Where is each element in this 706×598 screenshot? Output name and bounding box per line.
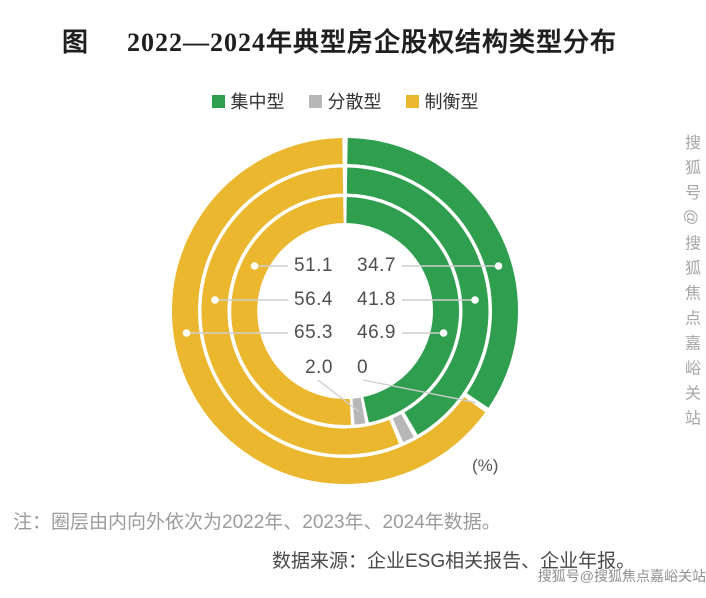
legend-swatch-concentrated [211, 94, 225, 108]
ring-segment-2024年-集中型 [347, 138, 518, 408]
leader-line [362, 379, 477, 404]
legend-label: 分散型 [327, 92, 382, 112]
watermark-vertical: 搜狐号@搜狐焦点嘉峪关站 [682, 134, 699, 435]
note-text: 注：圈层由内向外依次为2022年、2023年、2024年数据。 [13, 512, 501, 533]
ring-segment-2022年-制衡型 [231, 197, 352, 425]
ring-segment-2022年-分散型 [352, 397, 366, 425]
watermark-bottom: 搜狐号@搜狐焦点嘉峪关站 [537, 568, 706, 584]
value-label-2022-dispersed: 2.0 [305, 357, 333, 378]
ring-segment-2023年-制衡型 [201, 167, 400, 455]
ring-segment-2024年-制衡型 [172, 138, 486, 484]
legend-label: 集中型 [230, 92, 285, 112]
leader-line [317, 379, 359, 412]
title-text: 2022—2024年典型房企股权结构类型分布 [127, 28, 618, 57]
chart-title: 图 2022—2024年典型房企股权结构类型分布 [62, 22, 617, 59]
value-label-2023-balanced: 56.4 [294, 289, 333, 310]
source-text: 数据来源：企业ESG相关报告、企业年报。 [272, 551, 636, 572]
leader-dot [211, 296, 219, 304]
value-label-2022-balanced: 51.1 [294, 255, 333, 276]
legend-item-balanced: 制衡型 [405, 88, 479, 114]
ring-segment-2023年-集中型 [346, 167, 489, 435]
legend-item-concentrated: 集中型 [211, 88, 285, 114]
title-prefix: 图 [62, 28, 90, 57]
legend-item-dispersed: 分散型 [308, 88, 382, 114]
value-label-2024-concentrated: 34.7 [357, 255, 396, 276]
value-label-2023-concentrated: 41.8 [357, 289, 396, 310]
value-label-2022-concentrated: 46.9 [357, 322, 396, 343]
leader-dot [494, 262, 503, 270]
legend-swatch-dispersed [308, 94, 322, 108]
value-label-2024-dispersed: 0 [357, 357, 369, 378]
ring-segment-2023年-分散型 [392, 414, 414, 443]
ring-segment-2022年-集中型 [346, 197, 459, 423]
value-label-2024-balanced: 65.3 [294, 322, 333, 343]
leader-dot [471, 296, 479, 304]
leader-dot [439, 329, 448, 337]
legend-label: 制衡型 [424, 92, 479, 112]
leader-dot [182, 329, 191, 337]
legend: 集中型 分散型 制衡型 [0, 88, 690, 114]
legend-swatch-balanced [405, 94, 419, 108]
leader-dot [250, 262, 259, 270]
unit-label: (%) [472, 456, 499, 475]
